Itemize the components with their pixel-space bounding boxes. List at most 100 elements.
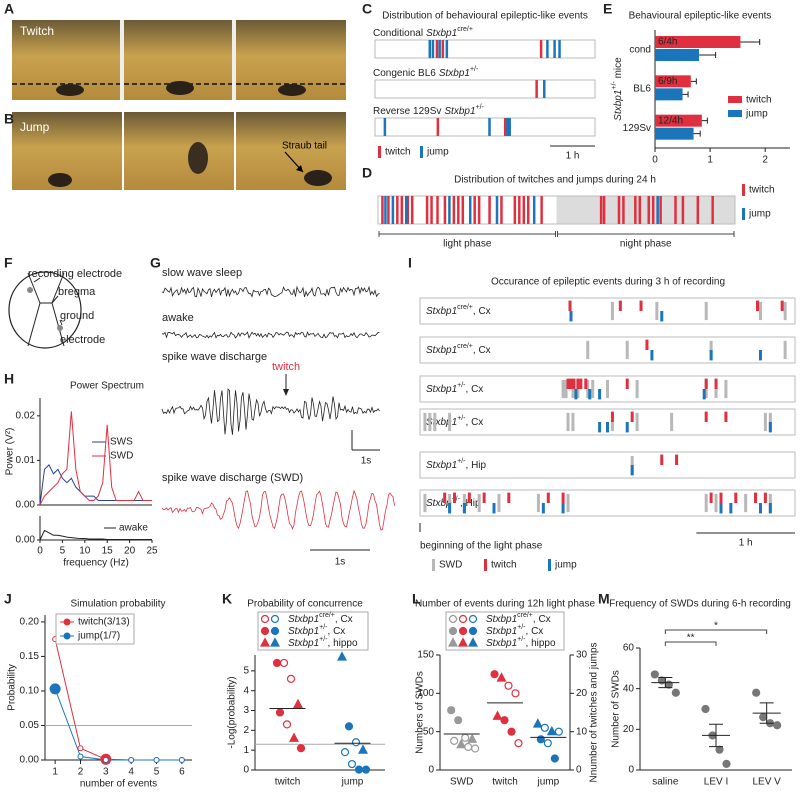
y-tick-label: 0: [576, 765, 582, 776]
data-point: [722, 759, 731, 769]
x-tick-label: 0: [37, 546, 43, 557]
probability-point: [153, 757, 160, 763]
pointer: [33, 277, 41, 283]
y-tick-label: 40: [623, 683, 635, 694]
eeg-trace: [161, 489, 395, 531]
legend-label: jump: [554, 560, 577, 571]
chart-title: Behavioural epileptic-like events: [629, 11, 772, 22]
legend-label: twitch(3/13): [78, 617, 130, 628]
significance-bracket: [664, 629, 768, 634]
legend-swatch: [728, 96, 742, 103]
probability-point: [49, 683, 61, 695]
y-tick-label: 50: [423, 726, 435, 737]
diagram-label: bregma: [58, 286, 96, 298]
row-label: Conditional Stxbp1cre/+: [373, 26, 473, 38]
significance-bracket: [664, 641, 717, 646]
legend-marker: [448, 637, 458, 647]
data-point: [554, 727, 563, 736]
x-tick-label: saline: [652, 777, 679, 788]
bar: [655, 49, 700, 61]
panel-letter: D: [362, 165, 372, 181]
data-point: [752, 688, 761, 697]
mouse: [56, 84, 84, 96]
data-point: [490, 670, 499, 679]
gene-name: Stxbp1: [288, 614, 319, 625]
data-point: [514, 739, 523, 748]
sup: +/-: [517, 624, 526, 631]
legend-marker: [260, 614, 270, 624]
data-point: [543, 739, 552, 748]
y-tick-label: 10: [576, 726, 588, 737]
panel-letter: L: [412, 591, 421, 607]
error-bar: [699, 52, 717, 58]
bar: [655, 127, 694, 140]
electrode-diagram: recording electrode bregma ground electr…: [8, 268, 122, 349]
arrow-head: [283, 389, 289, 396]
photo-label: Jump: [20, 120, 50, 134]
legend-label: twitch: [746, 95, 772, 106]
data-point: [354, 765, 364, 774]
x-tick-label: 15: [102, 546, 114, 557]
track: [377, 195, 736, 225]
legend-marker: [63, 618, 71, 626]
data-point: [358, 744, 368, 754]
y-tick-label: 2: [243, 725, 249, 736]
track: [419, 297, 796, 325]
data-point: [337, 651, 347, 661]
legend-label: jump: [426, 147, 449, 158]
bar: [655, 114, 702, 127]
gene-name: Stxbp1: [426, 384, 457, 395]
error-bar: [682, 91, 689, 98]
sup: cre/+: [319, 612, 335, 619]
row-label: Stxbp1cre/+, Cx: [426, 343, 491, 355]
y-tick-label: 0.15: [20, 651, 40, 662]
y-axis-title: Probability: [7, 664, 18, 711]
legend-swatch: [432, 559, 435, 571]
data-point: [461, 733, 470, 742]
diagram-label: electrode: [60, 334, 105, 346]
sup: cre/+: [457, 343, 473, 350]
suture: [27, 302, 41, 347]
trace-label: slow wave sleep: [162, 267, 242, 279]
data-point: [759, 713, 768, 722]
phase-shade: [556, 196, 735, 224]
x-tick-label: SWD: [450, 777, 473, 788]
bar: [655, 75, 691, 88]
probability-line: [54, 688, 182, 761]
photo-panel-b: Jump Straub tail: [12, 112, 346, 190]
data-point: [282, 720, 292, 729]
gene-name: Stxbp1: [426, 417, 457, 428]
eeg-trace: [161, 388, 380, 435]
y-tick-label: 5: [243, 666, 249, 677]
significance-label: *: [714, 621, 718, 632]
suffix: , Cx: [466, 384, 484, 395]
data-point: [447, 706, 456, 715]
y-tick-label: 0.00: [16, 500, 36, 511]
y-tick-label: 3: [243, 705, 249, 716]
probability-point: [102, 757, 109, 763]
x-tick-label: 20: [124, 546, 136, 557]
track: [374, 79, 596, 99]
gene-name: Stxbp1: [444, 106, 475, 117]
diagram-label: ground: [60, 310, 94, 322]
x-tick-label: 1: [52, 767, 58, 778]
y-tick-label: 0.20: [20, 617, 40, 628]
legend-label: twitch: [749, 185, 775, 196]
x-tick-label: 5: [154, 767, 160, 778]
legend-marker: [458, 626, 468, 636]
legend-marker: [270, 637, 280, 647]
bar-annotation: 6/4h: [658, 37, 677, 48]
skull: [8, 271, 82, 349]
legend-label: twitch: [385, 147, 411, 158]
legend-marker: [260, 637, 270, 647]
sup: +/-: [319, 636, 328, 643]
x-tick-label: 6: [179, 767, 185, 778]
chart-title: Distribution of twitches and jumps durin…: [454, 175, 656, 186]
y-axis-title: Power (V²): [5, 428, 16, 476]
panel-letter: F: [4, 255, 13, 271]
suffix: mice: [613, 57, 624, 81]
x-tick-label: twitch: [492, 777, 518, 788]
suffix: , Hip: [466, 460, 487, 471]
scale-label: 1s: [361, 456, 372, 467]
